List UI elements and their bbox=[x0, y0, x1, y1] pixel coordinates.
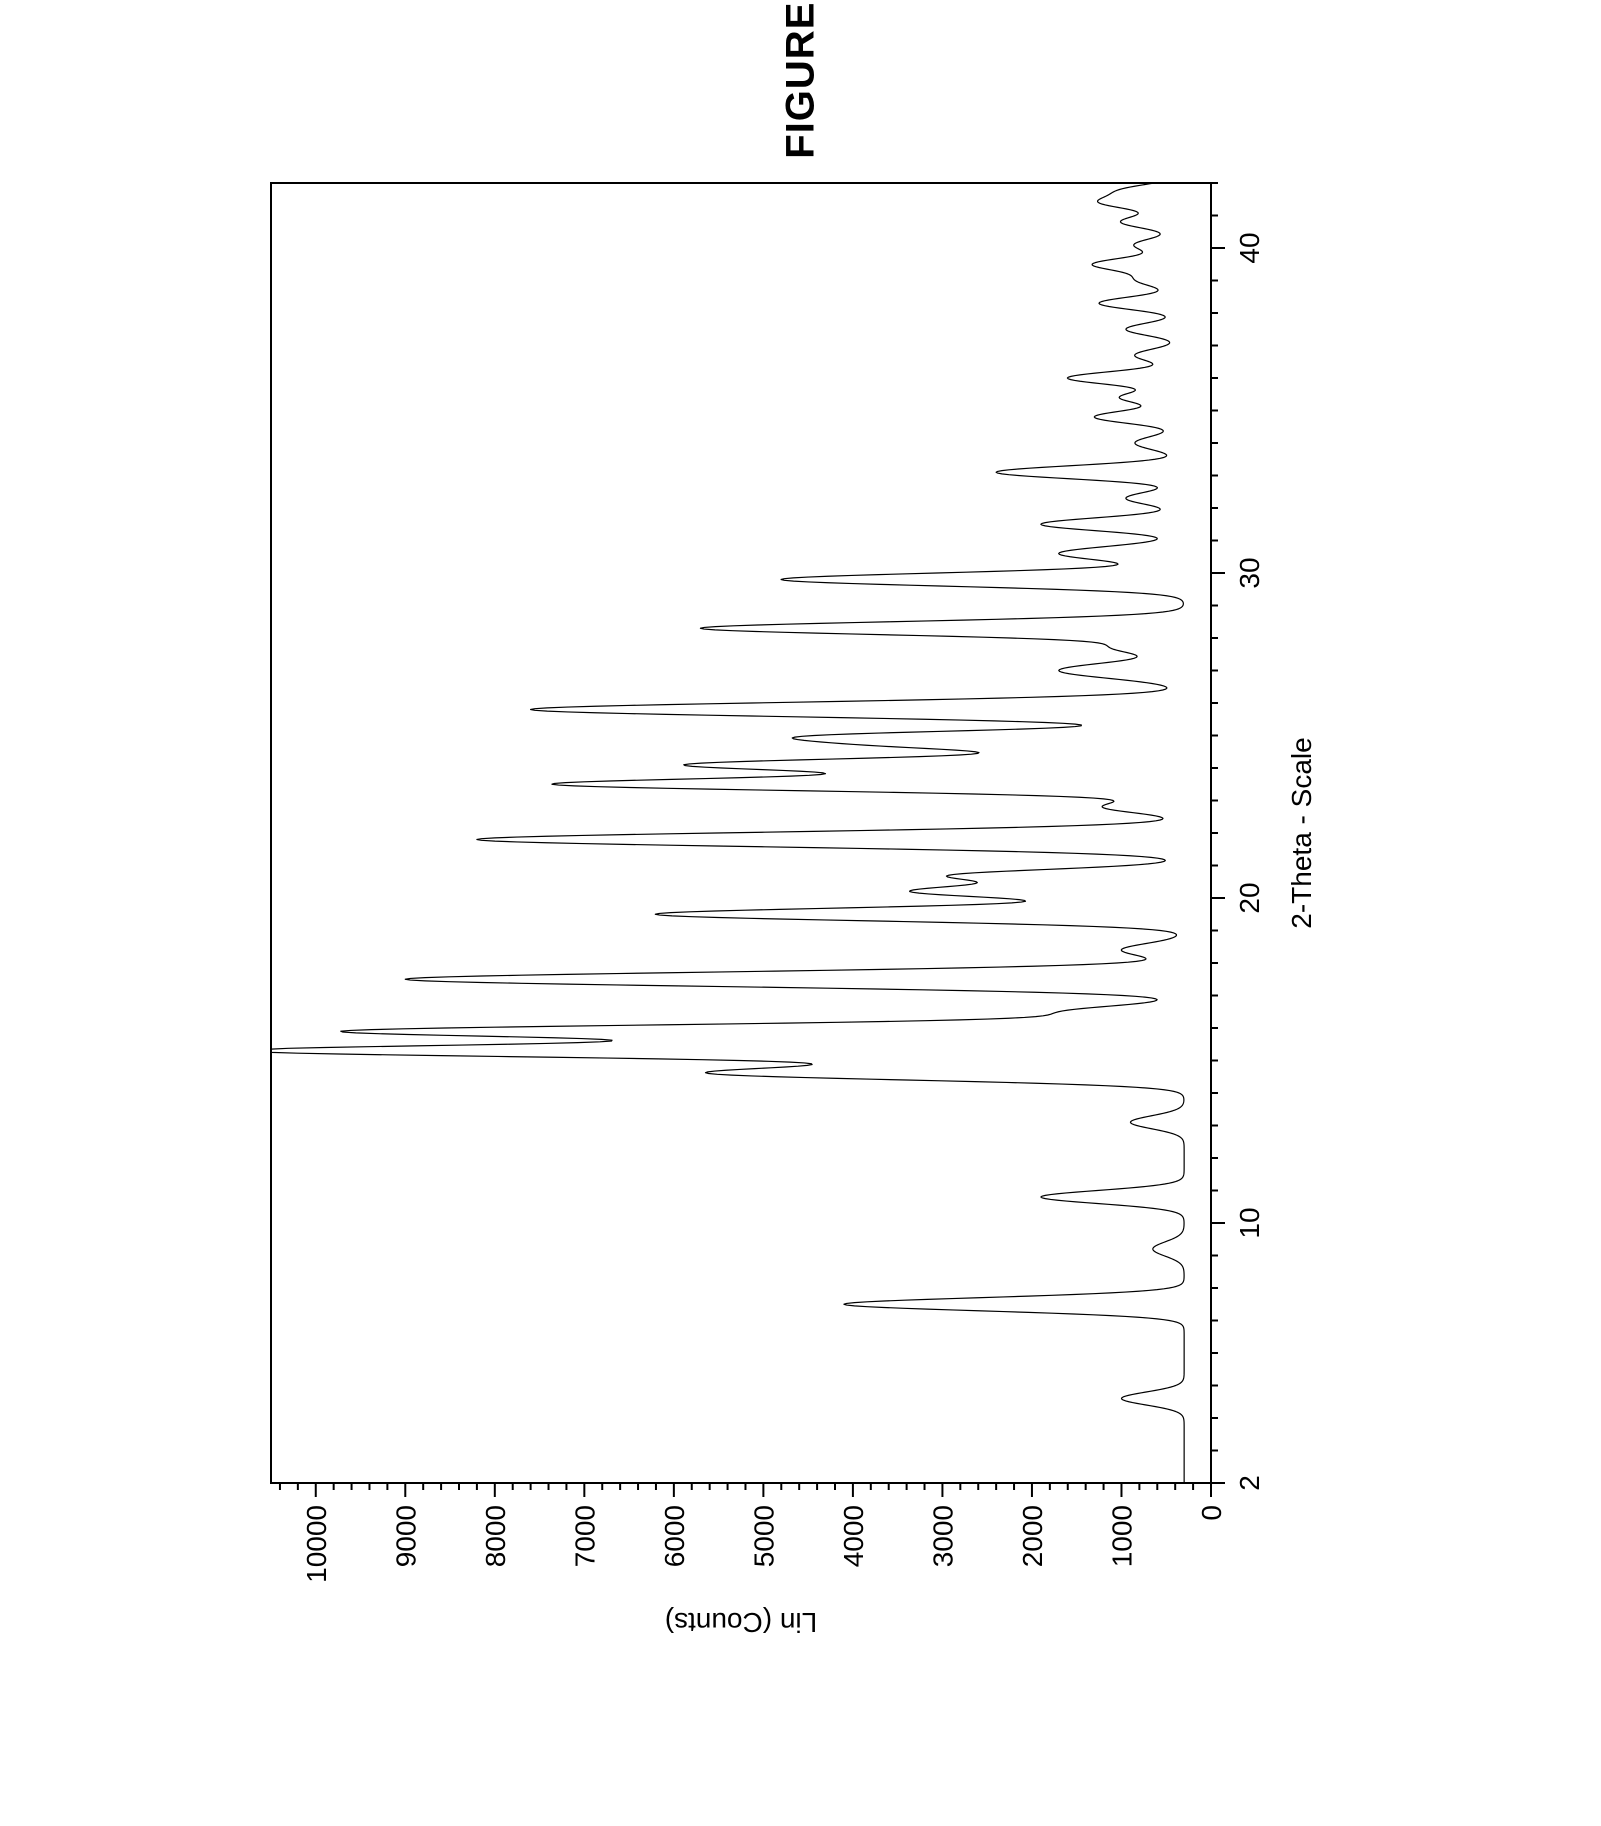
x-tick-label: 2 bbox=[1234, 1475, 1265, 1491]
y-tick-label: 3000 bbox=[927, 1505, 958, 1567]
y-tick-label: 5000 bbox=[748, 1505, 779, 1567]
y-tick-label: 0 bbox=[1196, 1505, 1227, 1521]
y-tick-label: 10000 bbox=[300, 1505, 331, 1583]
x-tick-label: 10 bbox=[1234, 1207, 1265, 1238]
xrd-chart: 2 10 20 30 40 0 1000 2000 3000 4000 5000 6000 7000 80… bbox=[251, 163, 1351, 1663]
x-tick-label: 30 bbox=[1234, 557, 1265, 588]
y-axis-label: Lin (Counts) bbox=[664, 1607, 817, 1638]
x-tick-label: 20 bbox=[1234, 882, 1265, 913]
x-axis-label: 2-Theta - Scale bbox=[1286, 737, 1317, 928]
y-tick-label: 6000 bbox=[658, 1505, 689, 1567]
figure-title: FIGURE 1 bbox=[778, 0, 823, 159]
chart-svg: 2 10 20 30 40 0 1000 2000 3000 4000 5000 6000 7000 80… bbox=[251, 163, 1351, 1663]
y-tick-label: 8000 bbox=[479, 1505, 510, 1567]
y-tick-label: 2000 bbox=[1016, 1505, 1047, 1567]
y-tick-label: 1000 bbox=[1106, 1505, 1137, 1567]
y-tick-label: 4000 bbox=[837, 1505, 868, 1567]
y-tick-label: 9000 bbox=[390, 1505, 421, 1567]
y-tick-label: 7000 bbox=[569, 1505, 600, 1567]
x-tick-label: 40 bbox=[1234, 232, 1265, 263]
